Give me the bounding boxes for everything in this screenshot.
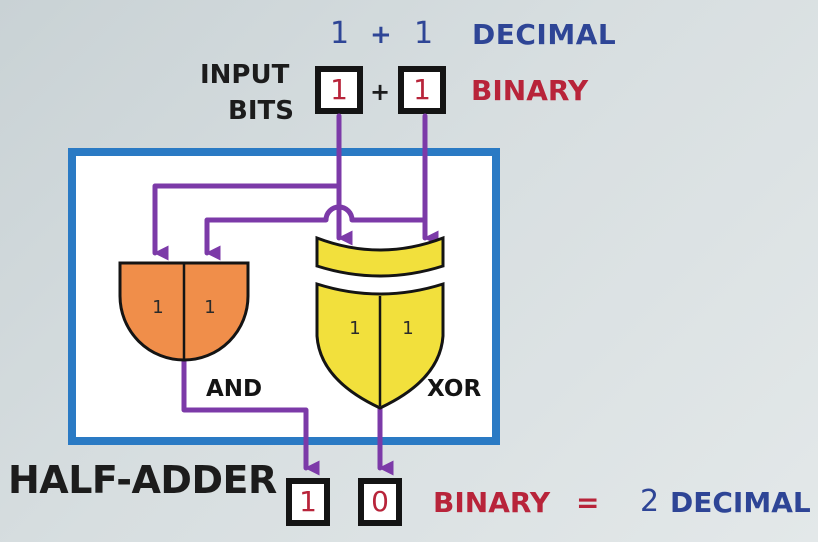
top-decimal-b: 1 <box>414 16 434 51</box>
top-decimal-a: 1 <box>330 16 350 51</box>
input-label-line1: INPUT <box>200 60 290 90</box>
and-input-b-value: 1 <box>204 297 215 318</box>
input-label-line2: BITS <box>228 96 294 126</box>
top-decimal-label: DECIMAL <box>472 18 617 51</box>
xor-input-a-value: 1 <box>349 318 360 339</box>
wire-b-to-and <box>204 204 428 261</box>
wire-a-to-and <box>152 183 342 261</box>
output-carry-box: 1 <box>286 478 330 526</box>
xor-input-b-value: 1 <box>402 318 413 339</box>
input-binary-label: BINARY <box>471 74 589 107</box>
xor-gate-label: XOR <box>427 376 481 402</box>
output-equals: = <box>576 486 600 519</box>
input-plus: + <box>370 78 391 106</box>
output-decimal-label: DECIMAL <box>670 486 811 519</box>
input-bit-b-box: 1 <box>398 66 446 114</box>
and-gate-label: AND <box>206 376 262 402</box>
half-adder-title: HALF-ADDER <box>8 458 277 502</box>
input-bit-a-box: 1 <box>315 66 363 114</box>
output-sum-box: 0 <box>358 478 402 526</box>
and-gate <box>118 261 250 362</box>
xor-gate-input-band <box>315 235 445 278</box>
and-input-a-value: 1 <box>152 297 163 318</box>
wire-and-to-carry <box>181 347 320 476</box>
top-plus: + <box>370 20 392 50</box>
xor-gate <box>315 235 445 410</box>
output-binary-label: BINARY <box>433 486 551 519</box>
output-decimal-value: 2 <box>640 484 660 519</box>
